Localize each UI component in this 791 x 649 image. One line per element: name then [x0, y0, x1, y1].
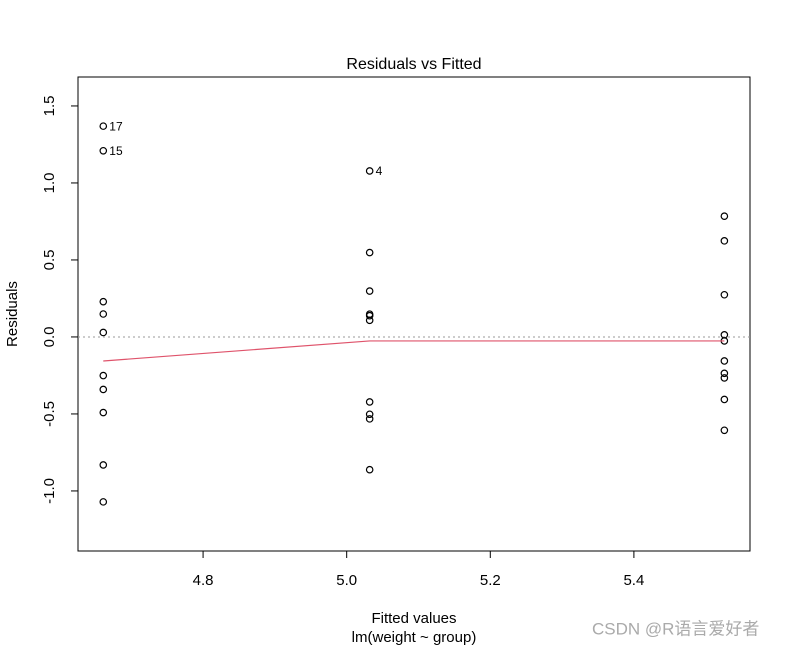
point [365, 415, 374, 423]
point [720, 426, 729, 435]
point [720, 369, 729, 378]
point [365, 248, 374, 257]
y-tick-label: 0.5 [41, 250, 58, 271]
watermark: CSDN @R语言爱好者 [592, 619, 759, 638]
point [365, 410, 374, 419]
point-label: 15 [109, 144, 123, 158]
x-axis-label: Fitted values [371, 610, 456, 627]
point [99, 122, 108, 130]
point-label: 4 [376, 164, 383, 178]
smooth-line [103, 340, 725, 362]
x-tick-label: 5.2 [480, 572, 501, 589]
point [720, 357, 729, 365]
point [365, 167, 374, 175]
point [99, 385, 108, 394]
point [365, 465, 374, 474]
x-tick-label: 4.8 [193, 572, 214, 589]
chart-title: Residuals vs Fitted [346, 56, 481, 73]
point [720, 237, 729, 245]
point [365, 316, 374, 325]
point [99, 146, 108, 155]
point-label: 17 [109, 119, 123, 133]
point [99, 310, 108, 318]
point [720, 212, 729, 221]
point [99, 328, 108, 337]
point [365, 311, 374, 320]
point [720, 374, 729, 382]
y-tick-label: -1.0 [41, 478, 58, 504]
plot-box [77, 76, 751, 552]
point [720, 290, 729, 299]
point [99, 461, 108, 469]
point [99, 371, 108, 380]
point [99, 408, 108, 417]
y-tick-label: 1.5 [41, 96, 58, 117]
point [99, 498, 108, 506]
y-tick-label: -0.5 [41, 401, 58, 427]
point [720, 395, 729, 404]
x-tick-label: 5.0 [336, 572, 357, 589]
y-tick-label: 1.0 [41, 173, 58, 194]
y-axis-label: Residuals [4, 281, 21, 347]
point [365, 287, 374, 295]
x-tick-label: 5.4 [623, 572, 644, 589]
point [365, 398, 374, 406]
y-tick-label: 0.0 [41, 327, 58, 348]
subtitle: lm(weight ~ group) [352, 629, 477, 646]
point [99, 297, 108, 306]
